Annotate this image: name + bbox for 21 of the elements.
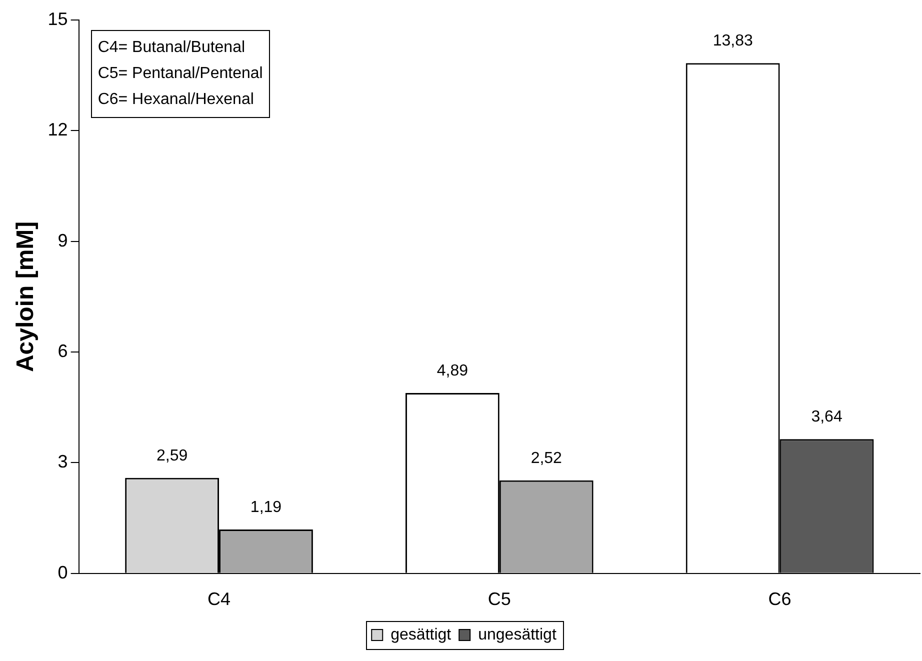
annotation: C5= Pentanal/Pentenal [98, 64, 263, 84]
y-axis-title: Acyloin [mM] [12, 221, 40, 372]
legend-label: ungesättigt [478, 626, 557, 644]
y-tick-label: 3 [58, 452, 68, 472]
y-tick-label: 9 [58, 230, 68, 250]
data-label: 2,59 [156, 447, 188, 464]
data-label: 4,89 [436, 362, 468, 380]
annotation: C6= Hexanal/Hexenal [98, 90, 255, 110]
y-tick-label: 0 [58, 562, 68, 582]
y-tick-label: 6 [58, 341, 68, 362]
annotation: C4= Butanal/Butenal [98, 38, 246, 58]
data-label: 3,64 [811, 408, 842, 426]
legend-label: gesättigt [390, 626, 452, 644]
x-tick-label: C6 [768, 589, 792, 610]
data-label: 2,52 [530, 450, 562, 467]
data-label: 1,19 [250, 498, 282, 516]
y-tick-label: 12 [48, 120, 68, 140]
x-tick-label: C4 [208, 589, 231, 610]
data-label: 13,83 [712, 32, 753, 50]
x-tick-label: C5 [488, 589, 511, 610]
y-tick-label: 15 [48, 8, 68, 29]
